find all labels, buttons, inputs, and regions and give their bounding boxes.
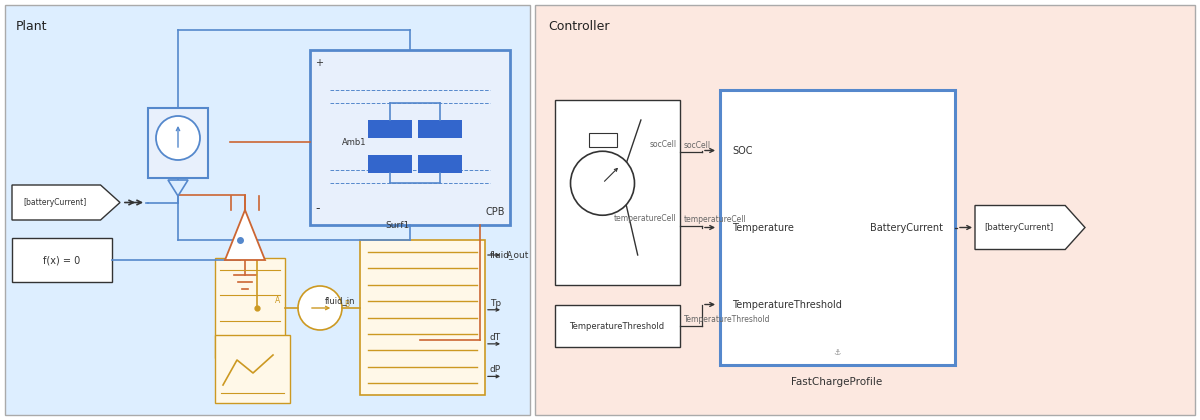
- Text: [batteryCurrent]: [batteryCurrent]: [24, 198, 86, 207]
- Bar: [5, 5, 530, 415]
- Bar: [368, 120, 412, 138]
- Text: Temperature: Temperature: [732, 223, 794, 233]
- Bar: [418, 120, 462, 138]
- Text: CPB: CPB: [486, 207, 505, 217]
- Bar: [554, 100, 680, 285]
- Text: +: +: [314, 58, 323, 68]
- Polygon shape: [974, 205, 1085, 249]
- Bar: [554, 305, 680, 347]
- Text: TemperatureThreshold: TemperatureThreshold: [684, 315, 770, 324]
- Bar: [720, 90, 955, 365]
- Text: dP: dP: [490, 365, 502, 374]
- Text: Amb1: Amb1: [342, 137, 366, 147]
- Circle shape: [570, 151, 635, 215]
- Bar: [418, 155, 462, 173]
- Text: socCell: socCell: [650, 140, 677, 149]
- Text: BatteryCurrent: BatteryCurrent: [870, 223, 943, 233]
- Text: B: B: [344, 299, 349, 309]
- Text: dT: dT: [490, 333, 502, 342]
- Text: Controller: Controller: [548, 20, 610, 33]
- Polygon shape: [168, 180, 188, 196]
- Text: Tp: Tp: [490, 299, 502, 308]
- Bar: [588, 133, 617, 147]
- Text: TemperatureThreshold: TemperatureThreshold: [570, 321, 665, 331]
- Text: ⚓: ⚓: [833, 348, 841, 357]
- Polygon shape: [12, 185, 120, 220]
- Text: Plant: Plant: [16, 20, 48, 33]
- Text: [batteryCurrent]: [batteryCurrent]: [984, 223, 1054, 232]
- Bar: [310, 50, 510, 225]
- Text: temperatureCell: temperatureCell: [614, 214, 677, 223]
- Bar: [148, 108, 208, 178]
- Text: A: A: [275, 296, 280, 304]
- Polygon shape: [226, 210, 265, 260]
- Circle shape: [298, 286, 342, 330]
- Text: fluid_out: fluid_out: [490, 250, 529, 260]
- Text: FastChargeProfile: FastChargeProfile: [791, 377, 883, 387]
- Bar: [215, 258, 286, 358]
- Text: fluid_in: fluid_in: [324, 296, 355, 305]
- Bar: [535, 5, 1195, 415]
- Text: SOC: SOC: [732, 145, 752, 155]
- Text: TemperatureThreshold: TemperatureThreshold: [732, 299, 842, 310]
- Text: socCell: socCell: [684, 141, 712, 150]
- Circle shape: [156, 116, 200, 160]
- Bar: [12, 238, 112, 282]
- Text: A: A: [508, 250, 512, 260]
- Text: f(x) = 0: f(x) = 0: [43, 255, 80, 265]
- Text: temperatureCell: temperatureCell: [684, 215, 746, 224]
- Bar: [360, 240, 485, 395]
- Bar: [368, 155, 412, 173]
- Text: Surf1: Surf1: [385, 221, 409, 230]
- Text: -: -: [314, 202, 319, 215]
- Bar: [215, 335, 290, 403]
